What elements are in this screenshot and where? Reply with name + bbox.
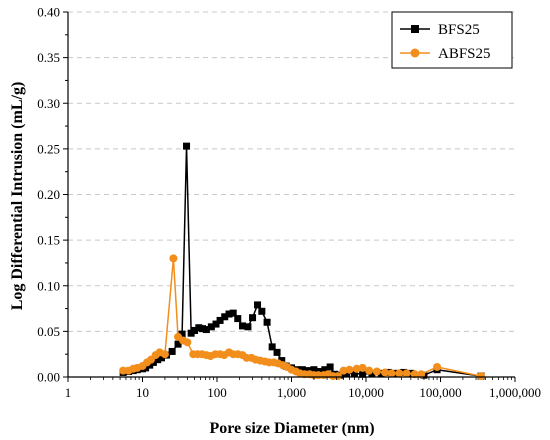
data-point [229, 309, 237, 317]
data-point [343, 369, 351, 377]
data-point [191, 326, 199, 334]
data-point [169, 254, 178, 263]
data-point [268, 343, 276, 351]
data-point [433, 362, 442, 371]
data-point [154, 356, 162, 364]
data-point [258, 307, 266, 315]
data-point [249, 314, 257, 322]
data-point [477, 372, 486, 381]
y-tick-label: 0.10 [37, 278, 60, 293]
x-axis-title: Pore size Diameter (nm) [209, 420, 374, 437]
x-tick-label: 100,000 [419, 385, 461, 400]
x-tick-label: 1,000,000 [489, 385, 541, 400]
data-point [212, 320, 220, 328]
data-point [234, 315, 242, 323]
data-point [244, 323, 252, 331]
data-point [339, 366, 348, 375]
series-line-abfs25 [123, 257, 482, 377]
data-point [359, 370, 367, 378]
data-point [183, 338, 192, 347]
tick-labels: 0.00 0.05 0.10 0.15 0.20 0.25 0.30 0.35 0.40 1 10 1… [37, 5, 541, 401]
data-point [225, 310, 233, 318]
data-point [350, 369, 358, 377]
data-point [372, 367, 381, 376]
y-tick-label: 0.35 [37, 50, 60, 65]
y-axis-title: Log Differential Intrusion (mL/g) [9, 82, 26, 311]
data-point [326, 363, 334, 371]
data-point [273, 348, 281, 356]
data-point [263, 318, 271, 326]
y-tick-label: 0.00 [37, 370, 60, 385]
data-point [221, 313, 229, 321]
x-tick-label: 10 [136, 385, 149, 400]
data-point [402, 369, 411, 378]
data-point [160, 350, 169, 359]
legend-label-abfs25: ABFS25 [438, 46, 491, 62]
data-point [381, 368, 390, 377]
data-point [178, 330, 186, 338]
data-point [195, 324, 203, 332]
data-point [202, 326, 210, 334]
y-tick-label: 0.40 [37, 5, 60, 20]
legend-marker-bfs25 [411, 25, 419, 33]
data-point [410, 370, 419, 379]
data-point [239, 322, 247, 330]
data-point [216, 316, 224, 324]
data-point [345, 365, 354, 374]
legend-box [391, 11, 513, 69]
data-point [207, 323, 215, 331]
data-point [365, 366, 374, 375]
data-point [395, 369, 404, 378]
x-tick-label: 10,000 [348, 385, 384, 400]
x-tick-label: 1,000 [277, 385, 306, 400]
y-tick-label: 0.05 [37, 324, 60, 339]
data-point [254, 301, 262, 309]
y-tick-label: 0.30 [37, 96, 60, 111]
y-tick-label: 0.15 [37, 233, 60, 248]
data-point [387, 369, 396, 378]
series-abfs25 [119, 254, 486, 381]
series-layer [119, 142, 486, 381]
data-point [158, 354, 166, 362]
data-point [352, 364, 361, 373]
legend: BFS25 ABFS25 [391, 11, 513, 69]
data-point [417, 370, 426, 379]
data-point [278, 357, 286, 365]
data-point [168, 347, 176, 355]
data-point [174, 340, 182, 348]
data-point [199, 325, 207, 333]
y-tick-label: 0.25 [37, 141, 60, 156]
data-point [298, 366, 306, 374]
legend-marker-abfs25 [410, 48, 420, 58]
axes [63, 11, 516, 382]
data-point [358, 363, 367, 372]
data-point [183, 142, 191, 150]
y-tick-label: 0.20 [37, 187, 60, 202]
x-tick-label: 100 [207, 385, 227, 400]
data-point [321, 366, 329, 374]
legend-label-bfs25: BFS25 [438, 22, 480, 38]
x-tick-label: 1 [65, 385, 72, 400]
data-point [333, 372, 342, 381]
data-point [310, 366, 318, 374]
